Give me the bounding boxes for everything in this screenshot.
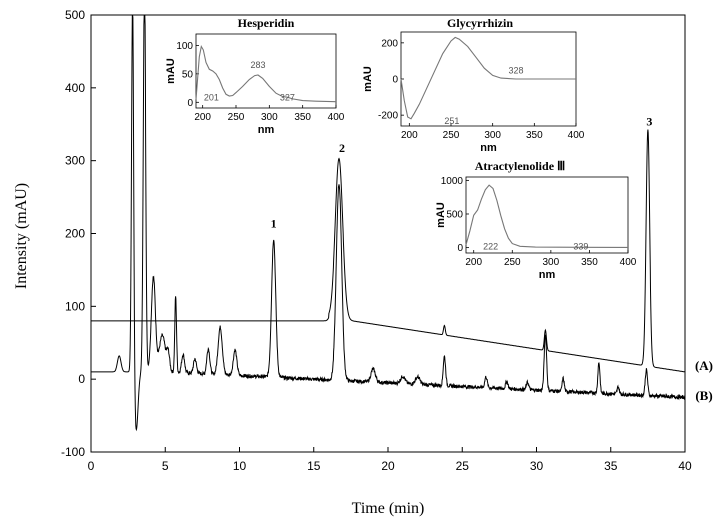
inset-title: Glycyrrhizin [447, 16, 513, 30]
peak-label-1: 1 [271, 217, 277, 231]
inset-x-tick-label: 200 [465, 257, 482, 268]
y-tick-label: -100 [61, 445, 85, 459]
trace-label-a: (A) [695, 358, 713, 373]
inset-x-tick-label: 250 [228, 112, 245, 123]
trace-b-line [91, 14, 686, 432]
inset-y-tick-label: 100 [176, 41, 193, 52]
inset-title: Hesperidin [238, 16, 295, 30]
inset-x-tick-label: 250 [504, 257, 521, 268]
inset-x-tick-label: 400 [328, 112, 345, 123]
inset-glycyrrhizin: Glycyrrhizin 200 250 300 350 400 -200 0 200 nm mAU… [362, 16, 585, 154]
x-tick-label: 10 [233, 459, 247, 473]
inset-y-axis-title: mAU [165, 58, 177, 84]
inset-y-tick-label: 0 [392, 75, 398, 86]
inset-x-tick-label: 300 [543, 257, 560, 268]
y-tick-label: 300 [65, 154, 85, 168]
inset-x-axis-title: nm [539, 269, 556, 281]
inset-y-tick-label: -200 [378, 111, 398, 122]
inset-y-axis-title: mAU [435, 202, 447, 228]
inset-x-tick-label: 250 [443, 130, 460, 141]
y-tick-label: 400 [65, 81, 85, 95]
peak-label-3: 3 [646, 115, 652, 129]
inset-wavelength-annotation: 339 [573, 242, 588, 252]
inset-x-tick-label: 200 [401, 130, 418, 141]
x-axis-title: Time (min) [352, 500, 425, 517]
trace-a-line [91, 129, 686, 373]
inset-atractylenolide-iii: Atractylenolide Ⅲ 200 250 300 350 400 0 500 1000… [435, 159, 637, 281]
inset-x-tick-label: 350 [294, 112, 311, 123]
inset-wavelength-annotation: 328 [508, 66, 523, 76]
inset-x-tick-label: 300 [484, 130, 501, 141]
inset-hesperidin: Hesperidin 200 250 300 350 400 0 50 100 nm mAU 201 2… [165, 16, 345, 136]
y-axis-title: Intensity (mAU) [13, 183, 30, 289]
x-tick-label: 5 [162, 459, 169, 473]
peak-labels: 1 2 3 [271, 115, 653, 231]
inset-x-tick-label: 350 [526, 130, 543, 141]
chromatogram-traces [91, 14, 686, 432]
inset-y-tick-label: 500 [446, 209, 463, 220]
inset-wavelength-annotation: 283 [250, 60, 265, 70]
inset-x-axis-title: nm [258, 124, 275, 136]
inset-spectrum-line [195, 44, 337, 103]
x-tick-label: 35 [604, 459, 618, 473]
inset-y-tick-label: 50 [182, 69, 194, 80]
inset-y-tick-label: 200 [381, 38, 398, 49]
x-tick-label: 40 [678, 459, 692, 473]
inset-x-tick-label: 350 [581, 257, 598, 268]
inset-y-tick-label: 0 [187, 98, 193, 109]
peak-label-2: 2 [339, 141, 345, 155]
inset-wavelength-annotation: 201 [204, 92, 219, 102]
inset-y-tick-label: 0 [457, 243, 463, 254]
inset-x-tick-label: 400 [568, 130, 585, 141]
inset-wavelength-annotation: 222 [483, 242, 498, 252]
x-tick-label: 30 [530, 459, 544, 473]
inset-y-axis-title: mAU [362, 66, 374, 92]
inset-x-tick-label: 300 [261, 112, 278, 123]
y-tick-label: 500 [65, 8, 85, 22]
inset-x-axis-title: nm [480, 142, 497, 154]
inset-spectrum-line [400, 36, 576, 120]
x-tick-label: 20 [381, 459, 395, 473]
x-tick-label: 15 [307, 459, 321, 473]
y-tick-label: 200 [65, 227, 85, 241]
inset-title: Atractylenolide Ⅲ [475, 159, 566, 173]
trace-label-b: (B) [695, 388, 712, 403]
inset-x-tick-label: 200 [194, 112, 211, 123]
inset-wavelength-annotation: 251 [444, 116, 459, 126]
inset-spectrum-line [465, 184, 629, 248]
inset-wavelength-annotation: 327 [280, 92, 295, 102]
inset-y-tick-label: 1000 [441, 176, 464, 187]
x-axis-ticks: 0 5 10 15 20 25 30 35 40 [88, 447, 692, 473]
y-tick-label: 0 [78, 372, 85, 386]
y-axis-ticks: -100 0 100 200 300 400 500 [61, 8, 96, 459]
inset-x-tick-label: 400 [620, 257, 637, 268]
x-tick-label: 25 [456, 459, 470, 473]
inset-frame [195, 33, 337, 109]
y-tick-label: 100 [65, 299, 85, 313]
x-tick-label: 0 [88, 459, 95, 473]
